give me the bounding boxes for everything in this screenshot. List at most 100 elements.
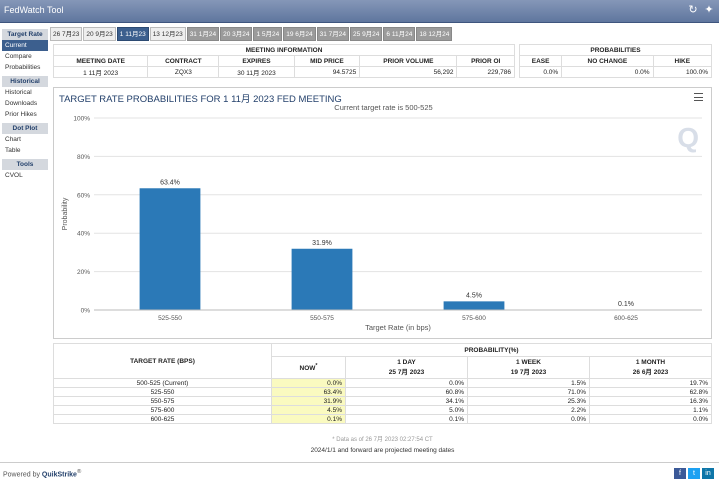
period-header: 1 DAY 25 7月 2023: [345, 356, 468, 379]
sidebar-item-chart[interactable]: Chart: [5, 136, 21, 143]
tab-meeting-date[interactable]: 1 11月23: [116, 27, 149, 41]
col-header: PRIOR OI: [456, 55, 515, 67]
footer: Powered by QuikStrike® f t in: [0, 462, 719, 483]
cell-now: 63.4%: [271, 387, 346, 397]
chart-panel: TARGET RATE PROBABILITIES FOR 1 11月 2023…: [53, 87, 712, 339]
bar-575-600: [443, 301, 505, 310]
period-label: 1 DAY: [397, 359, 416, 366]
bar-value-label: 0.1%: [618, 301, 634, 308]
col-header: PRIOR VOLUME: [359, 55, 458, 67]
tab-meeting-date[interactable]: 31 1月24: [186, 27, 220, 41]
y-tick-label: 0%: [81, 308, 91, 315]
bar-value-label: 31.9%: [312, 240, 332, 247]
bar-550-575: [291, 248, 353, 310]
no-change-value: 0.0%: [561, 66, 654, 78]
period-label: 1 WEEK: [516, 359, 541, 366]
cell-now: 31.9%: [271, 396, 346, 406]
twitter-share-icon[interactable]: t: [688, 468, 700, 479]
powered-by-text: Powered by: [3, 471, 40, 479]
sidebar-item-prior-hikes[interactable]: Prior Hikes: [5, 111, 37, 118]
twitter-icon[interactable]: ✦: [704, 4, 714, 16]
quikstrike-logo[interactable]: QuikStrike: [41, 471, 77, 479]
prior-oi-value: 229,786: [456, 66, 515, 78]
cell-now: 0.0%: [271, 378, 346, 388]
quikstrike-watermark: Q: [677, 122, 699, 153]
contract-value: ZQX3: [147, 66, 220, 78]
period-date: 26 6月 2023: [632, 369, 669, 376]
tab-meeting-date[interactable]: 20 9月23: [83, 27, 116, 41]
tab-meeting-date[interactable]: 6 11月24: [383, 27, 416, 41]
sidebar-item-probabilities[interactable]: Probabilities: [5, 64, 41, 71]
target-rate-header: TARGET RATE (BPS): [53, 343, 272, 379]
sidebar-item-table[interactable]: Table: [5, 147, 21, 154]
x-tick-label: 600-625: [614, 315, 638, 322]
cell-d1: 34.1%: [345, 396, 468, 406]
period-header: 1 MONTH 26 6月 2023: [589, 356, 712, 379]
tab-meeting-date[interactable]: 20 3月24: [220, 27, 253, 41]
meeting-info-table: MEETING INFORMATION MEETING DATE CONTRAC…: [52, 44, 515, 78]
sidebar-item-current[interactable]: Current: [2, 40, 48, 51]
table-row: 575-600 4.5% 5.0% 2.2% 1.1%: [53, 405, 712, 415]
sidebar-item-historical[interactable]: Historical: [5, 89, 32, 96]
probabilities-summary: PROBABILITIES EASE NO CHANGE HIKE 0.0% 0…: [518, 44, 713, 78]
sidebar-item-compare[interactable]: Compare: [5, 53, 32, 60]
tab-meeting-date[interactable]: 25 9月24: [350, 27, 383, 41]
y-tick-label: 60%: [77, 192, 90, 199]
cell-w1: 0.0%: [467, 414, 590, 424]
sidebar-section-header: Target Rate: [2, 29, 48, 40]
col-header: NO CHANGE: [561, 55, 654, 67]
meeting-date-value: 1 11月 2023: [52, 66, 149, 78]
tab-meeting-date[interactable]: 31 7月24: [316, 27, 350, 41]
hike-value: 100.0%: [652, 66, 713, 78]
projected-note: 2024/1/1 and forward are projected meeti…: [310, 447, 455, 454]
meeting-date-tabs: 26 7月23 20 9月23 1 11月23 13 12月23 31 1月24 20 3…: [50, 27, 453, 41]
cell-m1: 0.0%: [589, 414, 712, 424]
title-bar: FedWatch Tool ↻ ✦: [0, 0, 719, 23]
period-date: 25 7月 2023: [388, 369, 425, 376]
col-header: CONTRACT: [147, 55, 220, 67]
period-header: 1 WEEK 19 7月 2023: [467, 356, 590, 379]
sidebar-item-cvol[interactable]: CVOL: [5, 172, 23, 179]
bar-chart: 0% 20% 40% 60% 80% 100% 63.4% 525-550 31.9% 550-5…: [62, 116, 702, 332]
sidebar-item-downloads[interactable]: Downloads: [5, 100, 38, 107]
registered-mark: ®: [76, 469, 82, 475]
y-axis-title: Probability: [62, 197, 69, 230]
cell-w1: 1.5%: [467, 378, 590, 388]
tab-meeting-date[interactable]: 13 12月23: [149, 27, 186, 41]
table-row: 550-575 31.9% 34.1% 25.3% 16.3%: [53, 396, 712, 406]
linkedin-icon[interactable]: in: [702, 468, 714, 479]
tab-meeting-date[interactable]: 18 12月24: [416, 27, 453, 41]
chart-heading: TARGET RATE PROBABILITIES FOR 1 11月 2023…: [59, 94, 342, 105]
app-title: FedWatch Tool: [4, 5, 64, 15]
sidebar-section-header: Historical: [2, 76, 48, 87]
chart-menu-icon[interactable]: [694, 93, 703, 101]
tab-meeting-date[interactable]: 19 6月24: [283, 27, 316, 41]
tab-meeting-date[interactable]: 1 5月24: [253, 27, 283, 41]
chart-subtitle: Current target rate is 500-525: [334, 103, 433, 112]
bar-value-label: 63.4%: [160, 179, 180, 186]
cell-rate: 550-575: [53, 396, 272, 406]
cell-m1: 62.8%: [589, 387, 712, 397]
period-label: 1 MONTH: [635, 359, 666, 366]
tab-meeting-date[interactable]: 26 7月23: [50, 27, 83, 41]
cell-rate: 575-600: [53, 405, 272, 415]
now-footnote-mark: *: [315, 362, 318, 369]
cell-rate: 525-550: [53, 387, 272, 397]
table-row: 500-525 (Current) 0.0% 0.0% 1.5% 19.7%: [53, 378, 712, 388]
col-header: MID PRICE: [293, 55, 361, 67]
cell-m1: 16.3%: [589, 396, 712, 406]
y-tick-label: 20%: [77, 269, 90, 276]
table-row: 525-550 63.4% 60.8% 71.0% 62.8%: [53, 387, 712, 397]
probabilities-title: PROBABILITIES: [519, 44, 712, 56]
cell-rate: 600-625: [53, 414, 272, 424]
data-timestamp: * Data as of 26 7月 2023 02:27:54 CT: [332, 437, 433, 443]
mid-price-value: 94.5725: [293, 66, 361, 78]
sidebar-section-header: Dot Plot: [2, 123, 48, 134]
col-header: MEETING DATE: [52, 55, 149, 67]
refresh-icon[interactable]: ↻: [688, 4, 698, 16]
sidebar-section-header: Tools: [2, 159, 48, 170]
facebook-icon[interactable]: f: [674, 468, 686, 479]
col-header: EASE: [518, 55, 563, 67]
cell-rate: 500-525 (Current): [53, 378, 272, 388]
y-tick-label: 40%: [77, 231, 90, 238]
